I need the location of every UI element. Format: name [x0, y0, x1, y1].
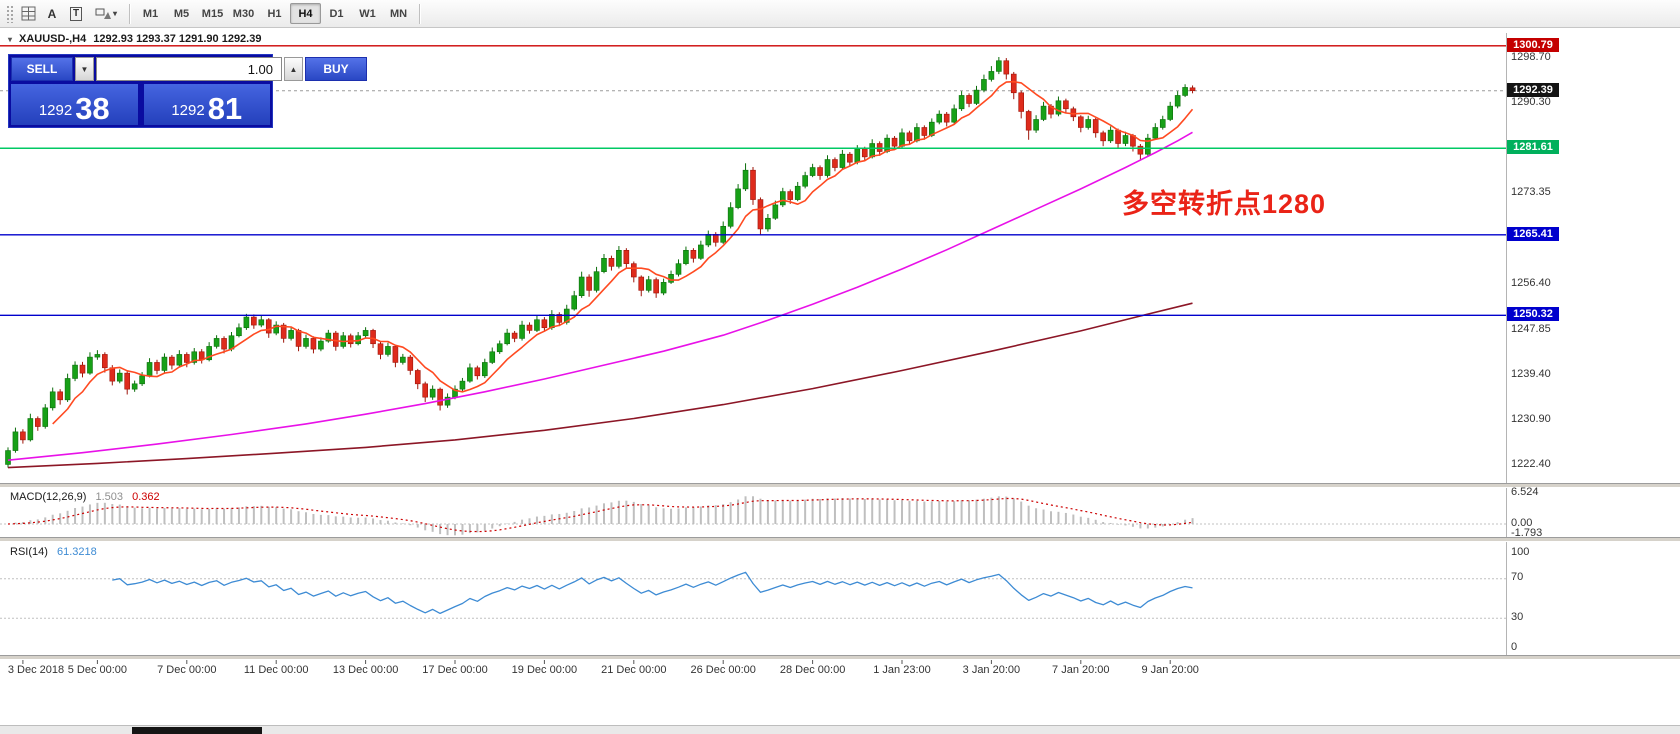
volume-input[interactable] — [96, 57, 282, 81]
price-badge: 1292.39 — [1507, 82, 1559, 97]
rsi-scale-label: 100 — [1511, 546, 1530, 558]
timeframe-button-M1[interactable]: M1 — [142, 7, 159, 20]
time-axis-label: 19 Dec 00:00 — [511, 664, 578, 676]
price-axis-label: 1298.70 — [1511, 51, 1551, 63]
time-axis-label: 9 Jan 20:00 — [1141, 664, 1199, 676]
buy-price-display[interactable]: 1292 81 — [143, 84, 270, 126]
time-axis-label: 17 Dec 00:00 — [422, 664, 488, 676]
toolbar-separator — [129, 3, 130, 24]
sell-price-pips: 38 — [75, 90, 110, 126]
timeframe-button-group: M1 M5 M15 M30 H1 H4 D1 W1 MN — [135, 3, 414, 24]
grid-icon — [21, 6, 35, 21]
moving-average-line — [7, 302, 1193, 469]
time-axis-label: 7 Dec 00:00 — [157, 664, 217, 676]
taskbar-item[interactable] — [132, 727, 262, 734]
time-axis-label: 5 Dec 00:00 — [67, 664, 128, 676]
price-axis-label: 1290.30 — [1511, 95, 1551, 108]
price-badge: 1265.41 — [1507, 226, 1559, 241]
time-axis-label: 28 Dec 00:00 — [779, 664, 846, 676]
timeframe-button-MN[interactable]: MN — [389, 7, 408, 20]
timeframe-button-H4[interactable]: H4 — [290, 3, 321, 24]
panel-separator[interactable] — [0, 655, 1680, 660]
rsi-name: RSI(14) — [10, 546, 48, 558]
shapes-icon — [95, 8, 111, 19]
price-axis-label: 1239.40 — [1511, 367, 1551, 380]
text-label-icon[interactable]: A — [47, 6, 57, 21]
timeframe-button-W1[interactable]: W1 — [359, 7, 376, 20]
toolbar-separator — [419, 3, 420, 24]
macd-signal-value: 0.362 — [132, 491, 160, 503]
macd-scale-label: 6.524 — [1511, 486, 1539, 498]
timeframes-toolbar: A T ▾ M1 M5 M15 M30 H1 H4 D1 W1 MN — [0, 0, 1680, 28]
macd-main-value: 1.503 — [95, 491, 124, 503]
sell-price-main: 1292 — [38, 102, 73, 119]
text-box-icon[interactable]: T — [64, 3, 88, 25]
time-axis-label: 13 Dec 00:00 — [332, 664, 399, 676]
price-badge: 1250.32 — [1507, 307, 1559, 322]
time-axis-label: 21 Dec 00:00 — [601, 664, 667, 676]
buy-button[interactable]: BUY — [305, 57, 367, 81]
timeframe-button-M15[interactable]: M15 — [201, 7, 224, 20]
one-click-toggle[interactable]: ▾ — [8, 34, 13, 44]
dropdown-caret-icon: ▾ — [112, 9, 117, 18]
price-chart-svg[interactable] — [0, 28, 1680, 734]
price-axis-label: 1230.90 — [1511, 413, 1551, 426]
price-axis-label: 1273.35 — [1511, 186, 1551, 199]
rsi-scale-label: 30 — [1511, 611, 1524, 623]
chart-grid-icon[interactable] — [16, 3, 40, 25]
price-axis-label: 1247.85 — [1511, 322, 1551, 335]
timeframe-button-M30[interactable]: M30 — [232, 7, 255, 20]
time-axis-label: 11 Dec 00:00 — [243, 664, 309, 676]
buy-price-main: 1292 — [171, 102, 205, 119]
timeframe-button-M5[interactable]: M5 — [173, 7, 190, 20]
price-badge: 1281.61 — [1507, 140, 1559, 155]
panel-separator[interactable] — [0, 483, 1680, 488]
toolbar-grip-icon[interactable] — [6, 4, 13, 23]
rsi-value: 61.3218 — [56, 546, 97, 558]
chart-annotation[interactable]: 多空转折点1280 — [1122, 189, 1327, 219]
macd-scale-label: -1.793 — [1511, 527, 1543, 539]
volume-up-button[interactable]: ▲ — [284, 57, 303, 81]
timeframe-button-D1[interactable]: D1 — [329, 7, 344, 20]
price-badge: 1300.79 — [1507, 37, 1559, 52]
panel-separator[interactable] — [0, 537, 1680, 542]
sell-price-display[interactable]: 1292 38 — [11, 84, 138, 125]
rsi-scale-label: 70 — [1511, 571, 1524, 583]
rsi-indicator-label: RSI(14) 61.3218 — [10, 546, 103, 558]
time-axis-label: 1 Jan 23:00 — [873, 664, 931, 676]
sell-button[interactable]: SELL — [11, 57, 73, 81]
price-axis-label: 1256.40 — [1511, 276, 1551, 289]
volume-down-button[interactable]: ▼ — [75, 57, 94, 81]
rsi-scale-label: 0 — [1511, 641, 1518, 653]
taskbar-strip — [0, 725, 1680, 734]
moving-average-line — [7, 131, 1193, 461]
one-click-trading-panel: SELL ▼ ▲ BUY 1292 38 1292 81 — [8, 54, 367, 128]
price-axis-label: 1222.40 — [1511, 458, 1551, 471]
shapes-dropdown-button[interactable]: ▾ — [88, 3, 124, 25]
time-axis-label: 26 Dec 00:00 — [690, 664, 756, 676]
time-axis-label: 7 Jan 20:00 — [1052, 664, 1110, 676]
time-axis-label: 3 Dec 2018 — [7, 664, 65, 676]
macd-scale-label: 0.00 — [1511, 517, 1533, 529]
symbol-period-label: XAUUSD-,H4 — [19, 33, 87, 45]
timeframe-button-H1[interactable]: H1 — [267, 7, 282, 20]
buy-price-pips: 81 — [207, 90, 243, 126]
macd-indicator-label: MACD(12,26,9) 1.503 0.362 — [10, 491, 166, 503]
time-axis-label: 3 Jan 20:00 — [962, 664, 1021, 676]
macd-name: MACD(12,26,9) — [10, 491, 87, 503]
chart-header: ▾ XAUUSD-,H4 1292.93 1293.37 1291.90 129… — [8, 33, 261, 45]
ohlc-values: 1292.93 1293.37 1291.90 1292.39 — [93, 33, 262, 45]
